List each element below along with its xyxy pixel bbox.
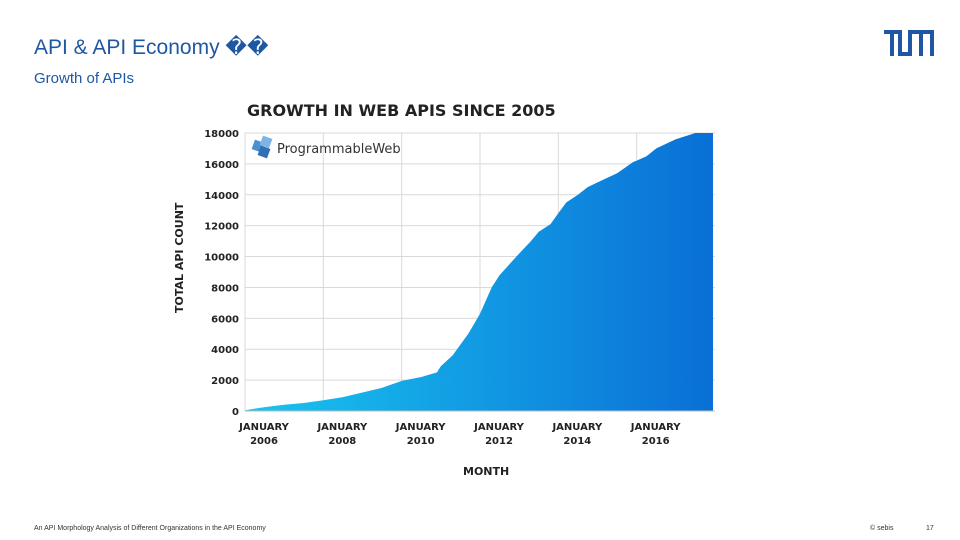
puzzle-icon — [251, 135, 273, 159]
programmableweb-watermark: ProgrammableWeb — [251, 135, 401, 159]
y-tick-label: 8000 — [211, 283, 239, 294]
page-number: 17 — [926, 525, 934, 532]
y-tick-label: 4000 — [211, 345, 239, 356]
watermark-text: ProgrammableWeb — [277, 142, 401, 157]
x-tick-label: JANUARY 2012 — [473, 422, 525, 447]
y-tick-label: 14000 — [204, 191, 239, 202]
x-tick-label: JANUARY 2016 — [630, 422, 682, 447]
chart-area: GROWTH IN WEB APIS SINCE 2005 0 2000 4000 6… — [165, 95, 735, 485]
x-tick-label: JANUARY 2010 — [395, 422, 447, 447]
x-tick-label: JANUARY 2014 — [551, 422, 603, 447]
api-count-area — [245, 133, 713, 411]
tum-logo-icon — [884, 30, 934, 56]
x-tick-label: JANUARY 2008 — [316, 422, 368, 447]
x-axis-label: MONTH — [463, 465, 509, 478]
footer-source: An API Morphology Analysis of Different … — [34, 525, 266, 532]
y-tick-label: 6000 — [211, 314, 239, 325]
y-axis-label: TOTAL API COUNT — [173, 202, 186, 313]
slide-title: API & API Economy �� — [34, 36, 269, 59]
y-tick-label: 2000 — [211, 376, 239, 387]
y-tick-label: 12000 — [204, 222, 239, 233]
chart-title: GROWTH IN WEB APIS SINCE 2005 — [247, 101, 556, 120]
y-tick-label: 18000 — [204, 129, 239, 140]
y-tick-label: 16000 — [204, 160, 239, 171]
slide-subtitle: Growth of APIs — [34, 70, 135, 87]
footer-credit: © sebis — [870, 525, 894, 532]
growth-chart: GROWTH IN WEB APIS SINCE 2005 0 2000 4000 6… — [173, 101, 715, 478]
x-tick-label: JANUARY 2006 — [238, 422, 290, 447]
y-tick-label: 10000 — [204, 253, 239, 264]
y-tick-label: 0 — [232, 407, 239, 418]
